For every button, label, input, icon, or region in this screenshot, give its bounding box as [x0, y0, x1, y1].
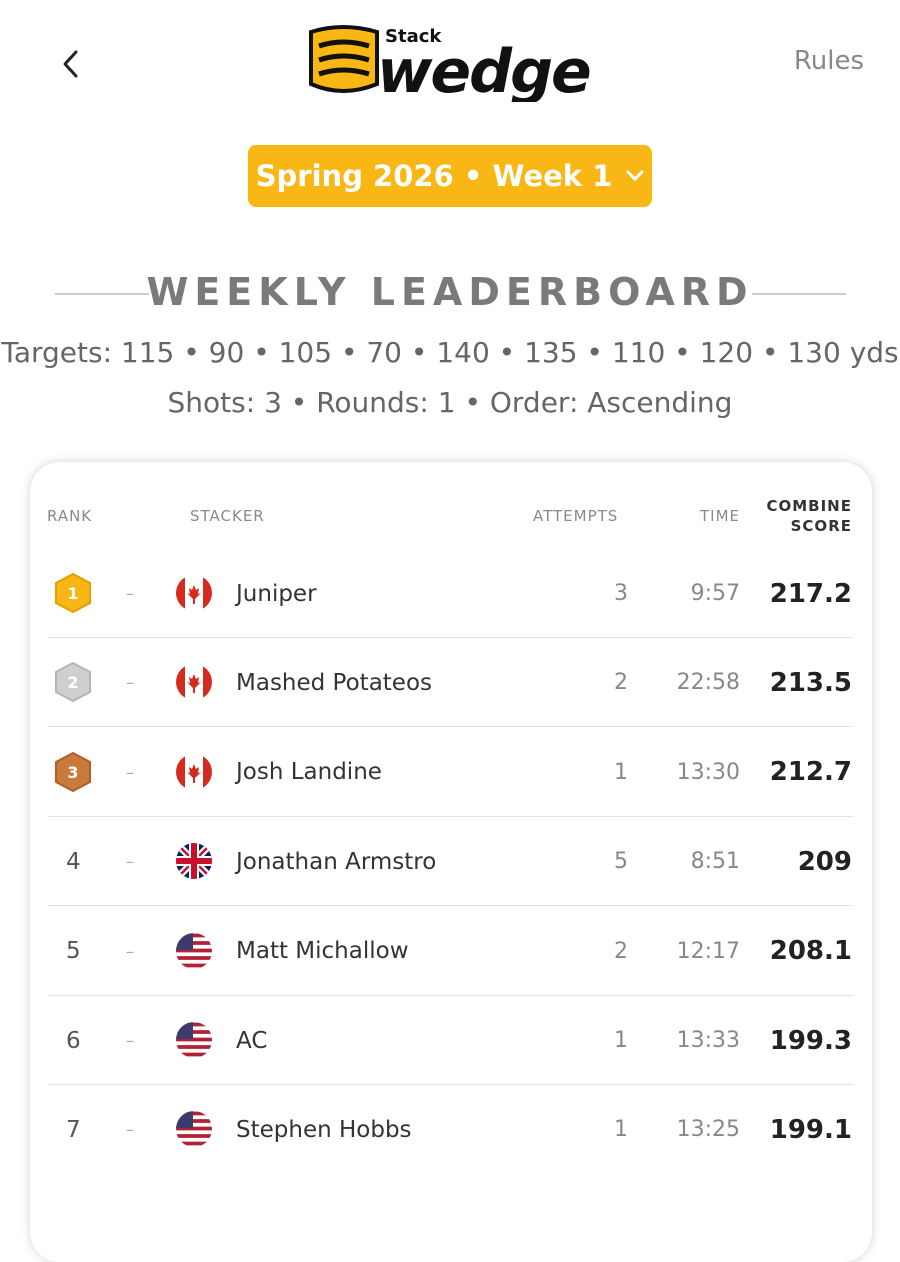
medal-shape — [55, 662, 91, 703]
flag-image — [176, 575, 212, 611]
time: 9:57 — [690, 581, 740, 606]
selector-label: Spring 2026 • Week 1 — [255, 159, 613, 193]
column-header: COMBINE SCORE — [766, 497, 852, 535]
brand-small: Stack — [385, 26, 442, 47]
flag-image — [176, 933, 212, 969]
stacker-name: Matt Michallow — [236, 938, 409, 965]
time: 13:30 — [676, 759, 740, 785]
rank-change: – — [126, 673, 134, 693]
attempts: 5 — [614, 849, 628, 875]
rank-change: – — [126, 1120, 134, 1140]
time: 13:33 — [676, 1028, 740, 1053]
stacker-name: Jonathan Armstro — [236, 848, 437, 875]
combine-score: 199.3 — [769, 1025, 852, 1056]
flag-image — [176, 664, 212, 700]
medal: 2 — [55, 662, 91, 703]
flag — [176, 664, 212, 700]
flag-image — [176, 754, 212, 790]
dropdown-chevron — [626, 170, 644, 182]
rank-change: – — [126, 584, 134, 603]
row-separator — [48, 637, 853, 638]
flag-image — [176, 1111, 212, 1147]
time: 13:25 — [676, 1117, 740, 1143]
rank-change: – — [126, 1031, 134, 1050]
rank: 4 — [66, 848, 81, 875]
flag-image — [176, 843, 212, 879]
time: 8:51 — [690, 849, 740, 875]
combine-score: 208.1 — [769, 936, 852, 967]
logo: Stack wedge — [309, 25, 592, 102]
row-separator — [48, 1084, 853, 1085]
divider — [752, 293, 846, 295]
row-separator — [48, 726, 853, 728]
settings: Shots: 3 • Rounds: 1 • Order: Ascending — [167, 386, 733, 419]
rank-change: – — [126, 941, 134, 961]
column-header: RANK — [47, 507, 93, 525]
attempts: 2 — [614, 938, 628, 964]
attempts: 2 — [614, 670, 628, 696]
divider — [55, 293, 149, 295]
stacker-name: AC — [236, 1027, 268, 1054]
row-separator — [48, 905, 853, 907]
rank: 5 — [66, 938, 81, 965]
leaderboard-row: 6 – AC 1 13:33 199.3 — [0, 996, 900, 1085]
leaderboard-row: 1 – Juniper 3 9:57 217.2 — [0, 549, 900, 638]
page: Weekly Leaderboard {"header": {"brand_sm… — [0, 25, 900, 1174]
rank: 7 — [66, 1116, 81, 1143]
leaderboard-row: 7 – Stephen Hobbs 1 13:25 199.1 — [0, 1085, 900, 1174]
flag — [176, 843, 212, 879]
attempts: 3 — [614, 581, 628, 606]
row-separator — [48, 994, 853, 996]
leaderboard-card — [30, 462, 872, 1262]
rank-change: – — [126, 852, 134, 872]
screen: Stack wedge Rules Spring 2026 • Week 1 W… — [0, 25, 900, 1174]
time: 12:17 — [676, 938, 740, 964]
attempts: 1 — [614, 1117, 628, 1143]
flag — [176, 1022, 212, 1058]
column-header: ATTEMPTS — [533, 507, 619, 525]
back-button[interactable] — [58, 48, 86, 80]
medal: 3 — [55, 751, 91, 792]
flag-image — [176, 1022, 212, 1058]
rank: 6 — [66, 1027, 81, 1054]
attempts: 1 — [614, 759, 628, 785]
medal: 1 — [55, 573, 91, 614]
leaderboard-row: 3 – Josh Landine 1 13:30 212.7 — [0, 728, 900, 817]
attempts: 1 — [614, 1028, 628, 1053]
flag — [176, 933, 212, 969]
medal-shape — [55, 751, 91, 792]
column-header: STACKER — [190, 507, 265, 525]
row-separator — [48, 815, 853, 817]
rank: 3 — [67, 763, 78, 782]
flag — [176, 754, 212, 790]
column-header: TIME — [699, 507, 740, 525]
stacker-name: Stephen Hobbs — [236, 1116, 412, 1143]
rank-change: – — [126, 762, 134, 782]
season-selector[interactable]: Spring 2026 • Week 1 — [248, 145, 652, 207]
flag — [176, 1111, 212, 1147]
combine-score: 209 — [797, 846, 852, 877]
rank: 2 — [67, 673, 78, 692]
targets: Targets: 115 • 90 • 105 • 70 • 140 • 135… — [1, 336, 899, 369]
rules-link[interactable]: Rules — [793, 46, 864, 76]
combine-score: 199.1 — [769, 1114, 852, 1145]
leaderboard-row: 5 – Matt Michallow 2 12:17 208.1 — [0, 907, 900, 996]
stacker-name: Josh Landine — [236, 759, 382, 786]
stacker-name: Juniper — [236, 580, 317, 607]
combine-score: 217.2 — [769, 578, 852, 609]
combine-score: 213.5 — [769, 667, 852, 698]
leaderboard-row: 4 – Jonathan Armstro 5 8:51 209 — [0, 817, 900, 906]
rank: 1 — [67, 584, 78, 603]
medal-shape — [55, 573, 91, 614]
leaderboard-title: WEEKLY LEADERBOARD — [146, 270, 754, 314]
stacker-name: Mashed Potateos — [236, 669, 433, 696]
flag — [176, 575, 212, 611]
time: 22:58 — [676, 670, 740, 696]
combine-score: 212.7 — [769, 757, 852, 788]
leaderboard-row: 2 – Mashed Potateos 2 22:58 213.5 — [0, 638, 900, 727]
brand: wedge — [377, 37, 590, 102]
